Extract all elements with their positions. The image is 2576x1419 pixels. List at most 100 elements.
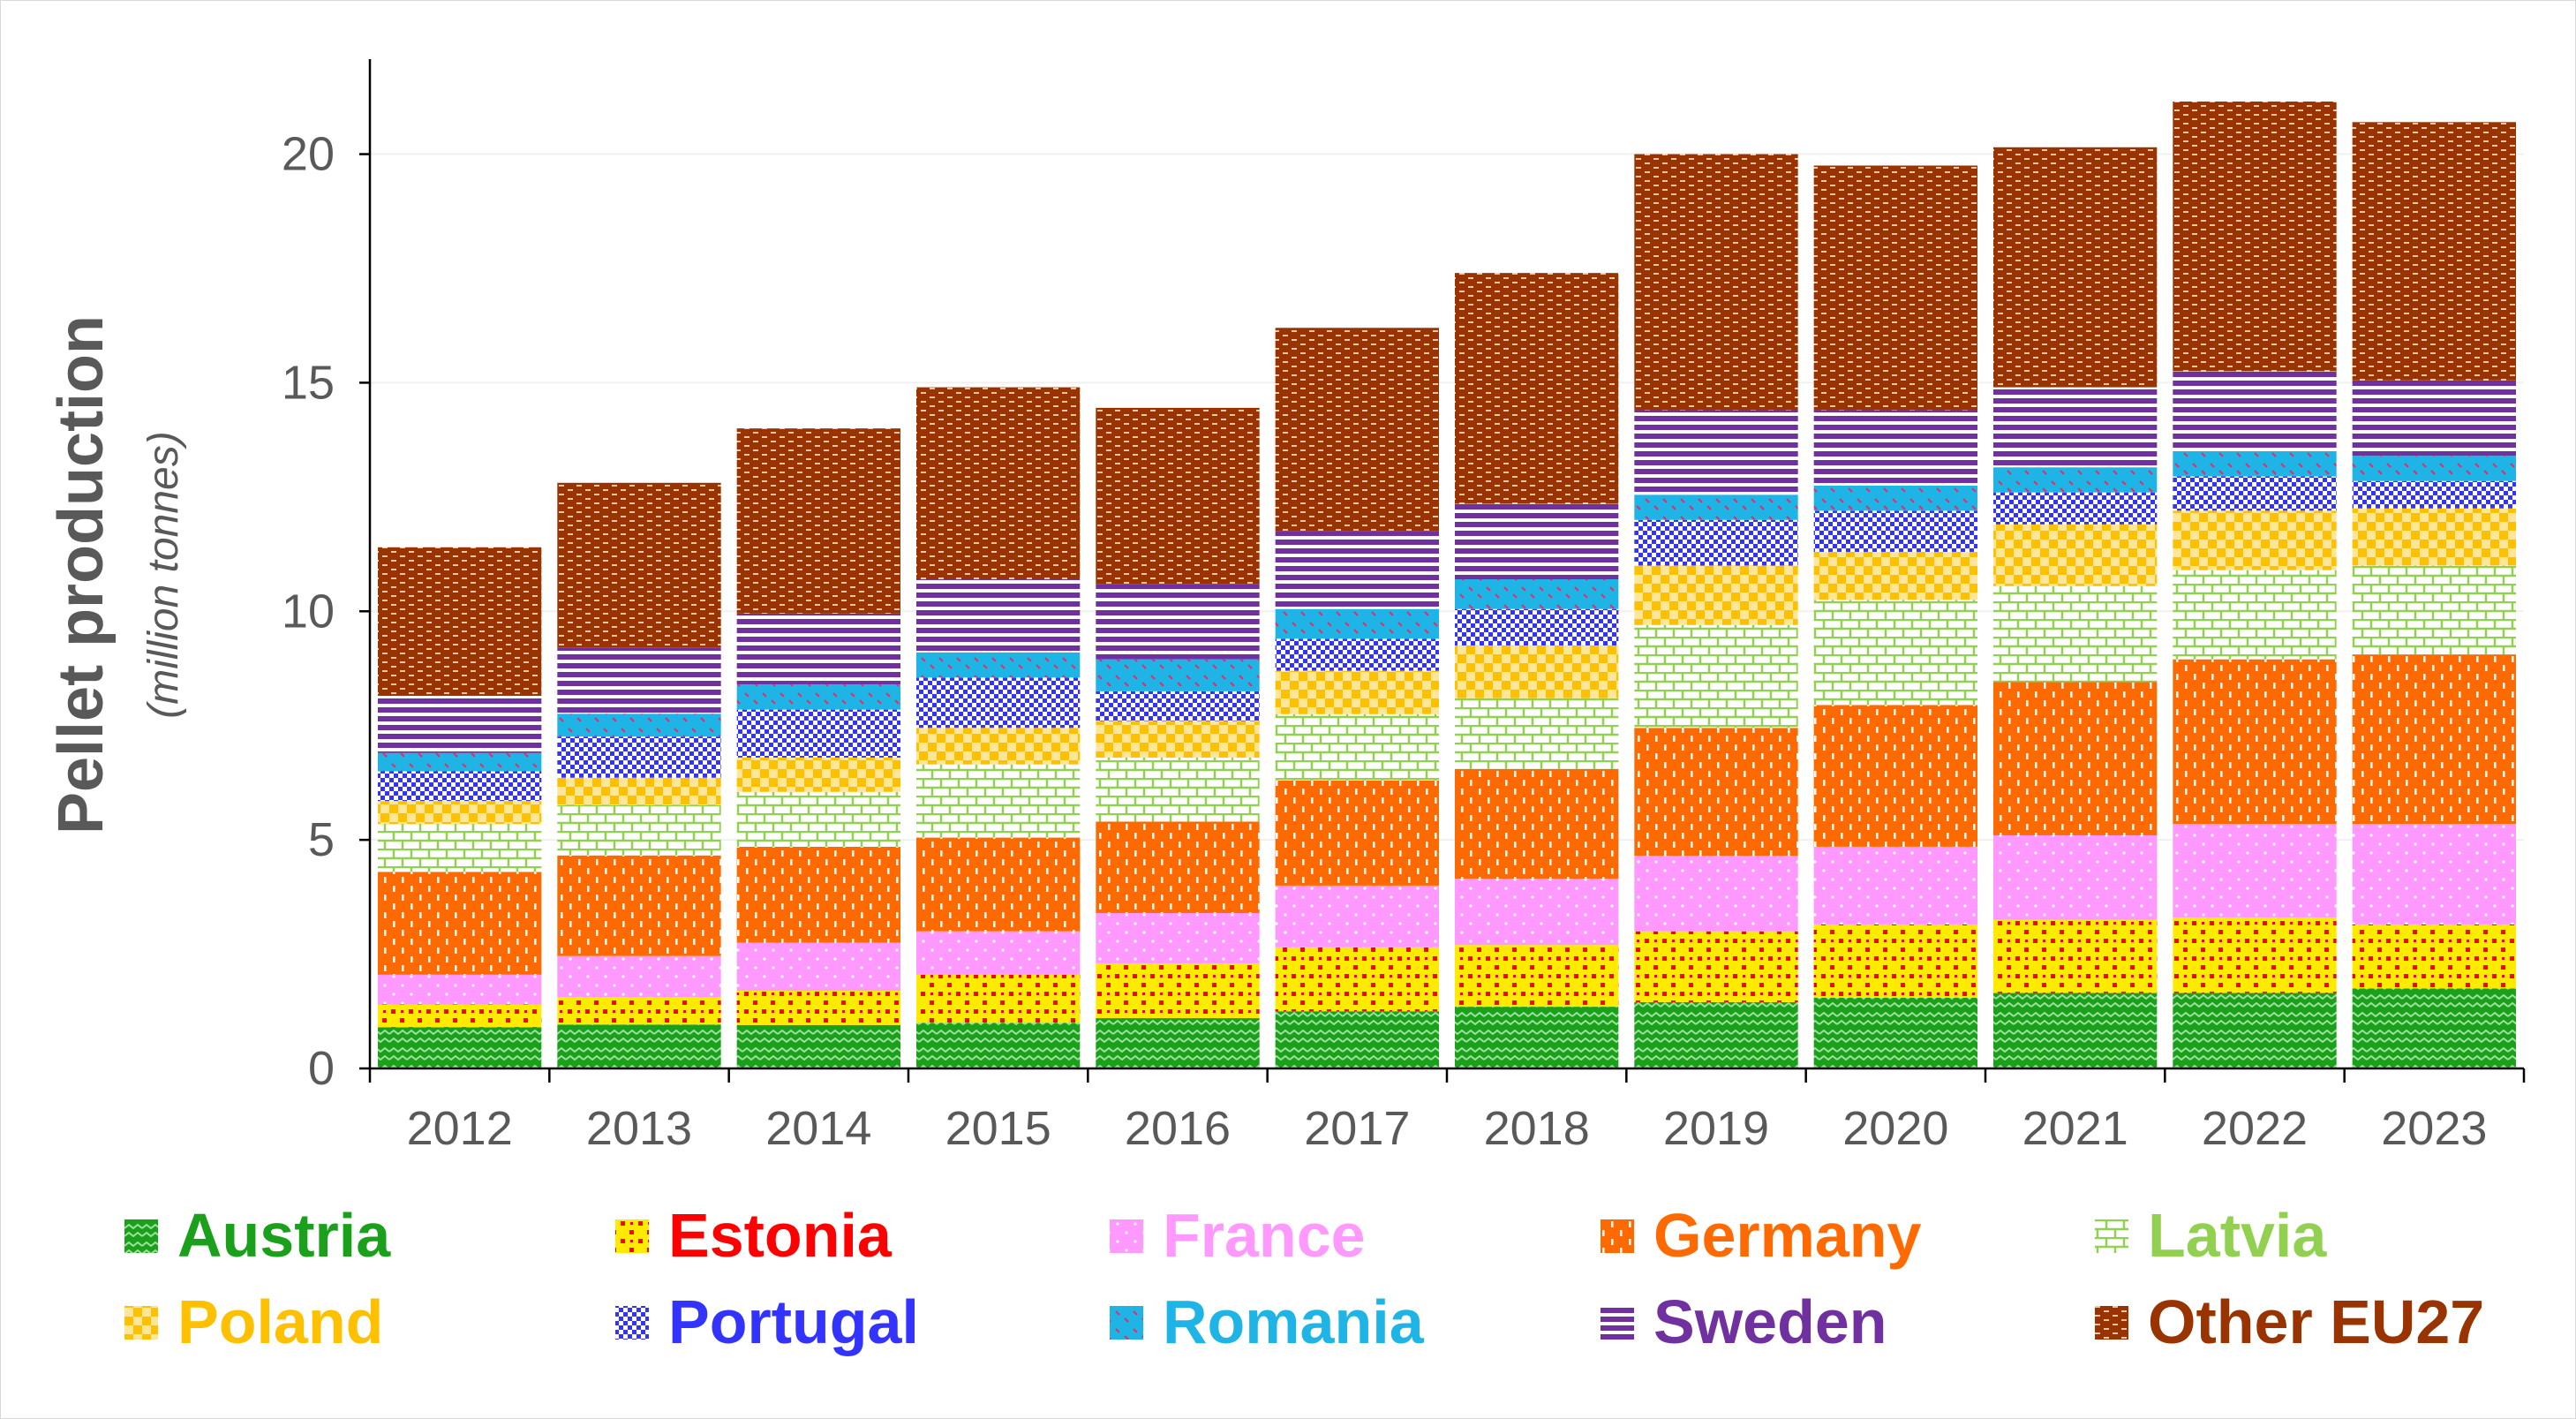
bar-segment-poland-2022 <box>2173 510 2337 570</box>
bar-segment-romania-2021 <box>1993 467 2158 493</box>
legend-swatch <box>1110 1219 1143 1253</box>
bar-segment-romania-2015 <box>916 652 1081 678</box>
legend-item-latvia: Latvia <box>2095 1201 2327 1270</box>
legend-label: France <box>1163 1201 1366 1270</box>
bar-segment-portugal-2019 <box>1634 519 1798 566</box>
bar-segment-sweden-2021 <box>1993 387 2158 468</box>
bar-segment-portugal-2023 <box>2352 480 2516 509</box>
x-tick-labels: 2012 2013 2014 2015 2016 2017 2018 2019 2020 2021… <box>407 1102 2488 1155</box>
bar-stack-2022 <box>2173 102 2337 1068</box>
legend-item-estonia: Estonia <box>615 1201 893 1270</box>
bar-stack-2020 <box>1813 165 1977 1068</box>
bar-segment-poland-2021 <box>1993 524 2158 586</box>
legend-swatch <box>1110 1306 1143 1340</box>
bar-segment-latvia-2012 <box>378 824 542 872</box>
x-tick-label: 2022 <box>2202 1102 2308 1155</box>
bar-segment-germany-2022 <box>2173 659 2337 825</box>
legend-swatch <box>1601 1306 1634 1340</box>
y-tick-label: 10 <box>282 585 335 638</box>
y-tick-labels: 0 5 10 15 20 <box>282 128 335 1095</box>
y-axis-sublabel: (million tonnes) <box>140 431 187 718</box>
y-tick-label: 15 <box>282 356 335 409</box>
bar-segment-austria-2012 <box>378 1027 542 1068</box>
bar-segment-estonia-2017 <box>1275 947 1439 1012</box>
legend: Austria Estonia France Germany Latvia Poland P… <box>124 1201 2484 1356</box>
y-axis-label: Pellet production <box>46 315 117 834</box>
x-tick-label: 2023 <box>2381 1102 2487 1155</box>
bar-segment-other-eu27-2018 <box>1455 273 1619 504</box>
bar-segment-romania-2019 <box>1634 494 1798 520</box>
bar-segment-other-eu27-2022 <box>2173 102 2337 372</box>
bar-segment-portugal-2014 <box>736 709 900 758</box>
bar-segment-estonia-2019 <box>1634 931 1798 1002</box>
bar-segment-romania-2022 <box>2173 451 2337 477</box>
bar-segment-latvia-2013 <box>557 804 721 856</box>
legend-item-sweden: Sweden <box>1601 1287 1887 1356</box>
bar-segment-latvia-2019 <box>1634 624 1798 728</box>
bar-segment-portugal-2022 <box>2173 476 2337 511</box>
legend-item-poland: Poland <box>124 1287 383 1356</box>
legend-swatch <box>124 1219 158 1253</box>
y-tick-label: 20 <box>282 128 335 181</box>
bar-segment-germany-2018 <box>1455 768 1619 879</box>
bar-segment-sweden-2016 <box>1096 584 1260 660</box>
bar-segment-france-2012 <box>378 974 542 1005</box>
bar-segment-romania-2014 <box>736 684 900 710</box>
bar-segment-poland-2023 <box>2352 508 2516 566</box>
bar-segment-france-2016 <box>1096 912 1260 963</box>
legend-label: Portugal <box>668 1287 919 1356</box>
bar-segment-sweden-2017 <box>1275 531 1439 609</box>
bar-segment-romania-2012 <box>378 752 542 772</box>
bar-segment-other-eu27-2021 <box>1993 147 2158 388</box>
bar-segment-germany-2015 <box>916 837 1081 932</box>
legend-item-austria: Austria <box>124 1201 391 1270</box>
bar-stack-2014 <box>736 428 900 1068</box>
bar-segment-germany-2017 <box>1275 780 1439 886</box>
bar-segment-sweden-2019 <box>1634 410 1798 495</box>
bar-segment-portugal-2017 <box>1275 638 1439 671</box>
bar-segment-poland-2016 <box>1096 721 1260 758</box>
bar-segment-france-2013 <box>557 955 721 998</box>
bar-segment-other-eu27-2023 <box>2352 122 2516 381</box>
legend-label: Sweden <box>1653 1287 1887 1356</box>
bar-segment-romania-2013 <box>557 713 721 737</box>
bar-segment-germany-2020 <box>1813 705 1977 847</box>
bar-segment-germany-2014 <box>736 846 900 943</box>
bar-segment-germany-2013 <box>557 855 721 956</box>
bar-segment-portugal-2015 <box>916 677 1081 728</box>
legend-swatch <box>2095 1306 2128 1340</box>
x-tick-label: 2021 <box>2022 1102 2128 1155</box>
legend-swatch <box>615 1219 649 1253</box>
bar-segment-portugal-2012 <box>378 771 542 802</box>
bar-stack-2015 <box>916 387 1081 1068</box>
bar-segment-latvia-2016 <box>1096 757 1260 822</box>
gridlines <box>370 153 2524 842</box>
bar-segment-sweden-2020 <box>1813 410 1977 486</box>
x-tick-label: 2013 <box>586 1102 692 1155</box>
y-tick-label: 5 <box>308 813 335 866</box>
bar-segment-sweden-2023 <box>2352 380 2516 457</box>
bar-segment-latvia-2018 <box>1455 698 1619 769</box>
bar-segment-france-2015 <box>916 931 1081 975</box>
x-tick-label: 2020 <box>1842 1102 1948 1155</box>
legend-item-romania: Romania <box>1110 1287 1425 1356</box>
x-tick-label: 2012 <box>407 1102 513 1155</box>
legend-swatch <box>2095 1219 2128 1253</box>
axes <box>359 59 2526 1083</box>
bar-segment-portugal-2021 <box>1993 492 2158 525</box>
bar-stack-2012 <box>378 547 542 1068</box>
legend-label: Germany <box>1653 1201 1922 1270</box>
bar-segment-poland-2014 <box>736 757 900 792</box>
bar-segment-austria-2018 <box>1455 1007 1619 1068</box>
bar-stack-2013 <box>557 482 721 1068</box>
bar-stack-2023 <box>2352 122 2516 1068</box>
bar-stack-2021 <box>1993 147 2158 1068</box>
bar-segment-poland-2013 <box>557 777 721 805</box>
bar-segment-latvia-2022 <box>2173 570 2337 660</box>
legend-label: Romania <box>1163 1287 1425 1356</box>
bar-segment-estonia-2013 <box>557 997 721 1025</box>
legend-label: Latvia <box>2148 1201 2327 1270</box>
legend-swatch <box>1601 1219 1634 1253</box>
bar-segment-latvia-2015 <box>916 764 1081 838</box>
bar-segment-portugal-2016 <box>1096 691 1260 721</box>
